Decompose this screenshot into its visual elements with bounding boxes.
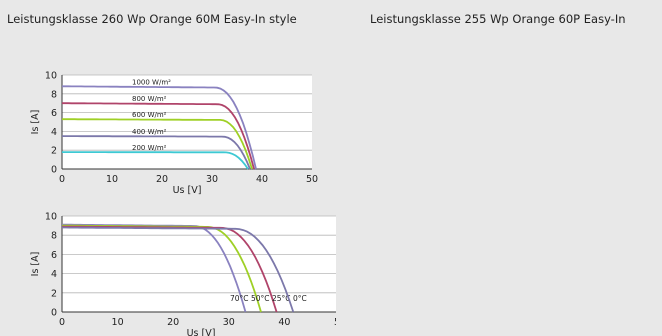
series-label: 25°C — [272, 294, 291, 303]
y-tick-label: 10 — [45, 71, 57, 82]
series-line — [62, 85, 257, 170]
series-line — [62, 102, 255, 170]
series-label: 70°C — [230, 294, 249, 303]
y-tick-label: 6 — [51, 250, 57, 261]
y-tick-label: 0 — [51, 308, 57, 319]
series-label: 50°C — [251, 294, 270, 303]
series-line — [62, 118, 253, 170]
x-tick-label: 30 — [223, 317, 235, 328]
x-tick-label: 20 — [156, 174, 168, 185]
plot-area — [62, 216, 336, 312]
x-tick-label: 40 — [256, 174, 268, 185]
panel-title-right: Leistungsklasse 255 Wp Orange 60P Easy-I… — [370, 12, 626, 26]
x-axis-label: Us [V] — [187, 328, 216, 336]
y-tick-label: 4 — [51, 127, 57, 138]
y-tick-label: 10 — [45, 212, 57, 223]
series-line — [62, 151, 249, 170]
series-label: 0°C — [293, 294, 307, 303]
chart-irradiance-260wp: 0 2 4 6 8 10 0 10 20 30 40 50 Us [V] Is [A] 1000 W/m² 8… — [30, 71, 318, 197]
x-tick-label: 10 — [112, 317, 124, 328]
chart-temperature-260wp: 0 2 4 6 8 10 0 10 20 30 40 50 Us [V] Is [A] 70°C50°C25… — [30, 212, 336, 336]
x-tick-label: 50 — [334, 317, 336, 328]
x-tick-label: 0 — [59, 317, 65, 328]
y-tick-label: 4 — [51, 269, 57, 280]
series-label: 200 W/m² — [132, 144, 167, 152]
y-tick-label: 8 — [51, 231, 57, 242]
x-axis-label: Us [V] — [173, 185, 202, 196]
series-label: 600 W/m² — [132, 111, 167, 119]
series-line — [62, 135, 251, 170]
y-tick-label: 6 — [51, 108, 57, 119]
x-tick-label: 10 — [106, 174, 118, 185]
x-tick-label: 40 — [278, 317, 290, 328]
x-tick-label: 0 — [59, 174, 65, 185]
y-tick-label: 2 — [51, 146, 57, 157]
plot-area — [62, 75, 312, 169]
x-tick-label: 30 — [206, 174, 218, 185]
y-axis-label: Is [A] — [30, 252, 41, 277]
series-line — [62, 226, 295, 313]
y-tick-label: 2 — [51, 288, 57, 299]
series-label: 800 W/m² — [132, 95, 167, 103]
series-label: 1000 W/m² — [132, 78, 171, 86]
y-tick-label: 8 — [51, 89, 57, 100]
series-label: 400 W/m² — [132, 128, 167, 136]
x-tick-label: 50 — [306, 174, 318, 185]
x-tick-label: 20 — [167, 317, 179, 328]
panel-title-left: Leistungsklasse 260 Wp Orange 60M Easy-I… — [7, 12, 297, 26]
y-tick-label: 0 — [51, 165, 57, 176]
y-axis-label: Is [A] — [30, 110, 41, 135]
series-line — [62, 225, 278, 313]
